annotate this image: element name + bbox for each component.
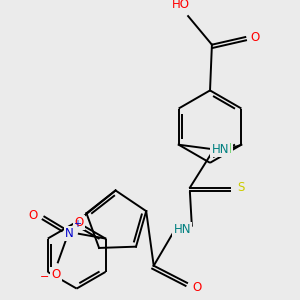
Text: O: O — [51, 268, 61, 281]
Text: Cl: Cl — [220, 143, 232, 156]
Text: HN: HN — [212, 143, 229, 156]
Text: HO: HO — [172, 0, 190, 11]
Text: O: O — [250, 31, 260, 44]
Text: S: S — [238, 181, 245, 194]
Text: +: + — [73, 219, 81, 229]
Text: HN: HN — [174, 223, 191, 236]
Text: O: O — [74, 216, 83, 229]
Text: O: O — [28, 209, 38, 222]
Text: N: N — [65, 227, 74, 240]
Text: O: O — [192, 281, 201, 294]
Text: −: − — [40, 272, 49, 282]
